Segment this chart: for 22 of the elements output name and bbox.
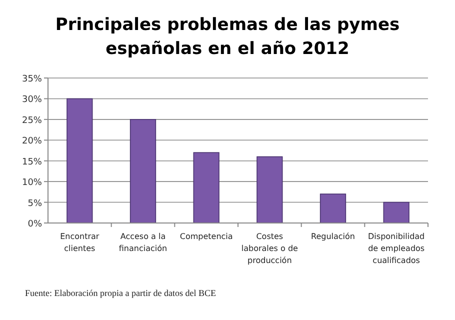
y-tick-label: 25% — [22, 116, 42, 126]
x-tick-label: Disponibilidad de empleados cualificados — [368, 232, 425, 265]
y-tick-label: 0% — [28, 220, 42, 230]
y-tick-label: 20% — [22, 136, 42, 147]
y-tick-label: 35% — [22, 74, 42, 84]
chart-title: Principales problemas de las pymes españolas en el año 2012 — [55, 15, 400, 59]
x-tick-label: Competencia — [180, 232, 233, 241]
x-tick-label: Costes laborales o de producción — [241, 232, 298, 265]
bar — [256, 156, 283, 224]
source-note: Fuente: Elaboración propia a partir de datos del BCE — [25, 288, 216, 298]
bar — [130, 119, 156, 224]
y-tick-label: 15% — [22, 157, 42, 168]
bar — [66, 98, 93, 224]
y-tick-label: 30% — [22, 95, 42, 106]
x-tick-label: Encontrar clientes — [60, 232, 100, 253]
bar — [193, 152, 220, 224]
bar — [383, 202, 410, 224]
bar — [320, 194, 346, 224]
x-tick-label: Regulación — [311, 232, 355, 241]
y-tick-label: 10% — [22, 178, 42, 188]
y-tick-label: 5% — [28, 198, 42, 209]
x-tick-label: Acceso a la financiación — [118, 232, 168, 253]
